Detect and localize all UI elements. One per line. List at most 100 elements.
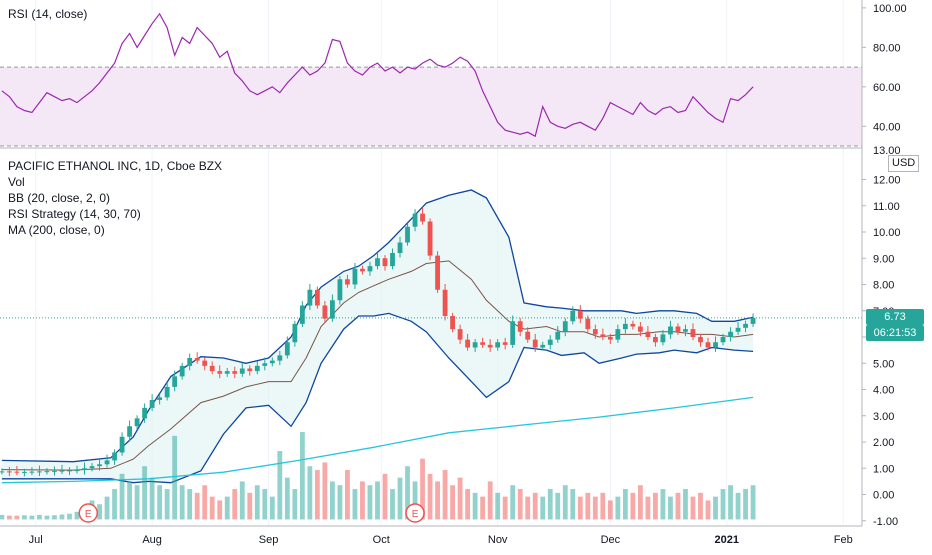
volume-bar-51 [382,473,388,520]
legend-symbol[interactable]: PACIFIC ETHANOL INC, 1D, Cboe BZX [8,159,223,173]
volume-bar-16 [119,473,125,520]
candle-body-31 [232,371,238,374]
volume-bar-30 [224,496,230,520]
candle-body-85 [637,326,643,332]
volume-bar-50 [375,481,380,520]
candle-body-49 [367,266,373,272]
volume-bar-54 [405,466,410,520]
candle-body-57 [427,221,433,256]
candle-body-77 [577,310,583,319]
candle-body-21 [157,397,163,400]
volume-bar-25 [187,489,193,520]
rsi-band-fill [0,67,862,147]
volume-bar-33 [247,492,253,520]
candle-body-13 [97,464,102,467]
price-legend[interactable]: PACIFIC ETHANOL INC, 1D, Cboe BZX Vol BB… [8,158,222,238]
candle-body-38 [284,342,290,356]
volume-bar-89 [668,496,673,520]
legend-moving-average[interactable]: MA (200, close, 0) [8,223,105,237]
candle-body-3 [22,471,27,473]
candle-body-100 [750,317,756,324]
legend-bollinger[interactable]: BB (20, close, 2, 0) [8,191,111,205]
volume-bar-0 [0,514,5,520]
candle-body-58 [435,255,440,290]
volume-bar-61 [457,477,463,520]
candle-body-43 [322,305,328,319]
volume-bar-13 [97,504,102,520]
candle-body-95 [713,342,718,348]
candle-body-42 [314,289,320,306]
time-axis-label-0: Jul [29,534,43,546]
candle-body-0 [0,471,5,473]
rsi-tick-label-2: 60.00 [873,82,901,94]
volume-bar-48 [360,481,365,520]
candle-body-24 [179,365,185,377]
candle-body-67 [502,342,508,345]
candle-body-52 [390,253,395,267]
candle-body-55 [412,213,418,227]
time-axis-label-3: Oct [373,534,390,546]
candle-body-35 [262,363,268,366]
bb-lower-line [1,312,754,484]
volume-bar-80 [600,492,606,520]
volume-bar-98 [735,492,741,520]
legend-rsi-strategy[interactable]: RSI Strategy (14, 30, 70) [8,207,141,221]
candle-body-17 [127,426,132,437]
volume-bar-88 [660,489,666,520]
rsi-legend[interactable]: RSI (14, close) [8,6,87,22]
volume-bar-68 [510,485,516,520]
volume-bar-78 [585,492,591,520]
volume-bar-65 [487,481,493,520]
price-tick-label-4: 8.00 [873,280,894,292]
volume-bar-82 [615,496,621,520]
volume-bar-83 [622,489,628,520]
volume-bar-3 [22,515,27,520]
candle-body-41 [307,289,313,306]
candle-body-51 [382,258,388,267]
candle-body-1 [6,471,12,473]
time-axis-label-4: Nov [488,534,508,546]
volume-bar-70 [525,496,531,520]
rsi-tick-label-3: 40.00 [873,121,901,133]
candle-body-27 [202,360,208,366]
candle-body-87 [653,337,658,343]
legend-volume[interactable]: Vol [8,175,25,189]
volume-bar-14 [104,496,110,520]
candle-body-75 [562,321,568,332]
moving-average [1,396,754,484]
candle-body-22 [164,386,170,398]
volume-bar-4 [29,515,35,520]
candle-body-84 [630,323,636,327]
volume-bar-44 [330,481,335,520]
candle-body-83 [622,323,628,330]
candle-body-93 [698,337,703,343]
volume-bar-69 [517,489,523,520]
candle-body-91 [683,329,688,332]
candle-body-79 [592,329,598,335]
candle-body-30 [224,371,230,374]
candle-body-89 [668,326,673,335]
candle-body-98 [735,327,741,332]
candle-body-53 [397,242,403,253]
volume-bar-21 [157,485,163,520]
candle-body-71 [532,339,538,348]
candle-body-80 [600,334,606,337]
currency-label[interactable]: USD [888,155,920,172]
candle-body-40 [299,305,305,324]
volume-bar-77 [577,496,583,520]
volume-bar-28 [209,496,215,520]
volume-bar-66 [495,492,501,520]
candle-body-96 [720,337,726,343]
candle-body-29 [217,371,223,374]
candle-body-50 [375,258,380,267]
volume-bar-94 [705,500,711,520]
volume-bar-90 [675,492,681,520]
volume-bar-95 [713,496,718,520]
candle-body-19 [142,407,148,419]
volume-bar-64 [480,496,486,520]
candle-body-37 [277,355,283,361]
volume-bar-67 [502,496,508,520]
volume-bar-41 [307,466,313,520]
volume-bar-7 [52,515,57,520]
